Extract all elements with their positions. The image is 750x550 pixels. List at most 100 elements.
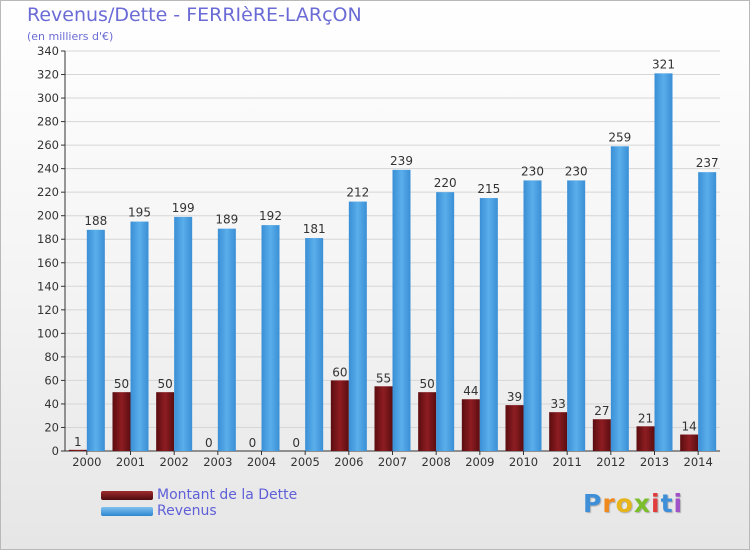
debt-value-label: 50: [420, 377, 435, 391]
revenue-value-label: 230: [565, 164, 588, 178]
revenue-value-label: 212: [346, 186, 369, 200]
y-tick-label: 220: [37, 185, 59, 199]
revenue-bar: [86, 229, 105, 451]
debt-bar: [374, 386, 393, 451]
x-tick-label: 2003: [203, 455, 232, 469]
revenue-bar: [610, 146, 629, 451]
debt-value-label: 27: [594, 404, 609, 418]
x-tick-label: 2014: [684, 455, 713, 469]
debt-bar: [461, 399, 480, 451]
revenue-value-label: 259: [608, 130, 631, 144]
debt-value-label: 33: [551, 397, 566, 411]
legend-label-debt: Montant de la Dette: [157, 487, 298, 503]
y-tick-label: 260: [37, 138, 59, 152]
debt-bar: [592, 419, 611, 451]
legend-label-revenue: Revenus: [157, 503, 217, 519]
x-tick-label: 2013: [640, 455, 669, 469]
chart-subtitle: (en milliers d'€): [27, 30, 114, 43]
revenue-bar: [130, 221, 149, 451]
x-tick-label: 2006: [334, 455, 363, 469]
revenue-bar: [392, 169, 411, 451]
debt-bar: [330, 380, 349, 451]
revenue-value-label: 215: [477, 182, 500, 196]
debt-value-label: 50: [114, 377, 129, 391]
y-tick-label: 340: [37, 44, 59, 58]
debt-value-label: 50: [158, 377, 173, 391]
y-tick-label: 160: [37, 256, 59, 270]
y-tick-label: 300: [37, 91, 59, 105]
revenue-value-label: 239: [390, 154, 413, 168]
legend-swatch-revenue: [101, 506, 153, 516]
debt-bar: [680, 434, 699, 451]
y-tick-label: 200: [37, 209, 59, 223]
debt-value-label: 1: [74, 435, 82, 449]
debt-value-label: 0: [249, 436, 257, 450]
x-tick-label: 2008: [422, 455, 451, 469]
revenue-value-label: 321: [652, 57, 675, 71]
legend: Montant de la Dette Revenus: [101, 487, 297, 519]
y-tick-label: 240: [37, 162, 59, 176]
debt-bar: [112, 392, 131, 451]
revenue-bar: [174, 216, 193, 451]
x-tick-label: 2002: [160, 455, 189, 469]
x-tick-label: 2001: [116, 455, 145, 469]
debt-value-label: 21: [638, 411, 653, 425]
revenue-value-label: 220: [434, 176, 457, 190]
chart-title: Revenus/Dette - FERRIèRE-LARçON: [27, 4, 362, 26]
revenue-bar: [348, 201, 367, 451]
y-tick-label: 0: [52, 444, 59, 458]
legend-swatch-debt: [101, 490, 153, 500]
revenue-value-label: 192: [259, 209, 282, 223]
revenue-value-label: 181: [303, 222, 326, 236]
y-tick-label: 120: [37, 303, 59, 317]
debt-bar: [636, 426, 655, 451]
revenue-bar: [698, 172, 717, 452]
debt-value-label: 0: [205, 436, 213, 450]
y-tick-label: 20: [44, 420, 59, 434]
revenue-bar: [523, 180, 542, 452]
revenue-bar: [261, 225, 280, 451]
debt-bar: [418, 392, 437, 451]
y-tick-label: 100: [37, 326, 59, 340]
y-tick-label: 40: [44, 397, 59, 411]
proxiti-logo: Proxiti: [583, 489, 684, 518]
debt-value-label: 39: [507, 390, 522, 404]
revenue-bar: [654, 73, 673, 452]
revenue-bar: [567, 180, 586, 452]
revenue-value-label: 237: [696, 156, 719, 170]
revenue-value-label: 189: [215, 213, 238, 227]
debt-value-label: 60: [332, 365, 347, 379]
y-tick-label: 80: [44, 350, 59, 364]
debt-value-label: 14: [682, 420, 697, 434]
x-tick-label: 2005: [291, 455, 320, 469]
revenue-value-label: 230: [521, 164, 544, 178]
legend-item-debt: Montant de la Dette: [101, 487, 297, 503]
debt-bar: [68, 449, 87, 451]
revenue-value-label: 188: [84, 214, 107, 228]
x-tick-label: 2007: [378, 455, 407, 469]
x-tick-label: 2009: [465, 455, 494, 469]
revenue-bar: [217, 228, 236, 451]
y-tick-label: 60: [44, 373, 59, 387]
x-tick-label: 2010: [509, 455, 538, 469]
revenue-bar: [305, 238, 324, 451]
debt-value-label: 55: [376, 371, 391, 385]
y-tick-label: 280: [37, 115, 59, 129]
x-tick-label: 2004: [247, 455, 276, 469]
x-tick-label: 2000: [72, 455, 101, 469]
x-tick-label: 2012: [596, 455, 625, 469]
x-tick-label: 2011: [553, 455, 582, 469]
debt-bar: [549, 412, 568, 451]
revenue-bar: [436, 192, 455, 452]
y-tick-label: 140: [37, 279, 59, 293]
revenue-value-label: 199: [172, 201, 195, 215]
revenue-value-label: 195: [128, 206, 151, 220]
y-tick-label: 320: [37, 68, 59, 82]
revenue-bar: [479, 198, 498, 451]
debt-value-label: 44: [463, 384, 478, 398]
debt-bar: [156, 392, 175, 451]
debt-bar: [505, 405, 524, 451]
legend-item-revenue: Revenus: [101, 503, 297, 519]
